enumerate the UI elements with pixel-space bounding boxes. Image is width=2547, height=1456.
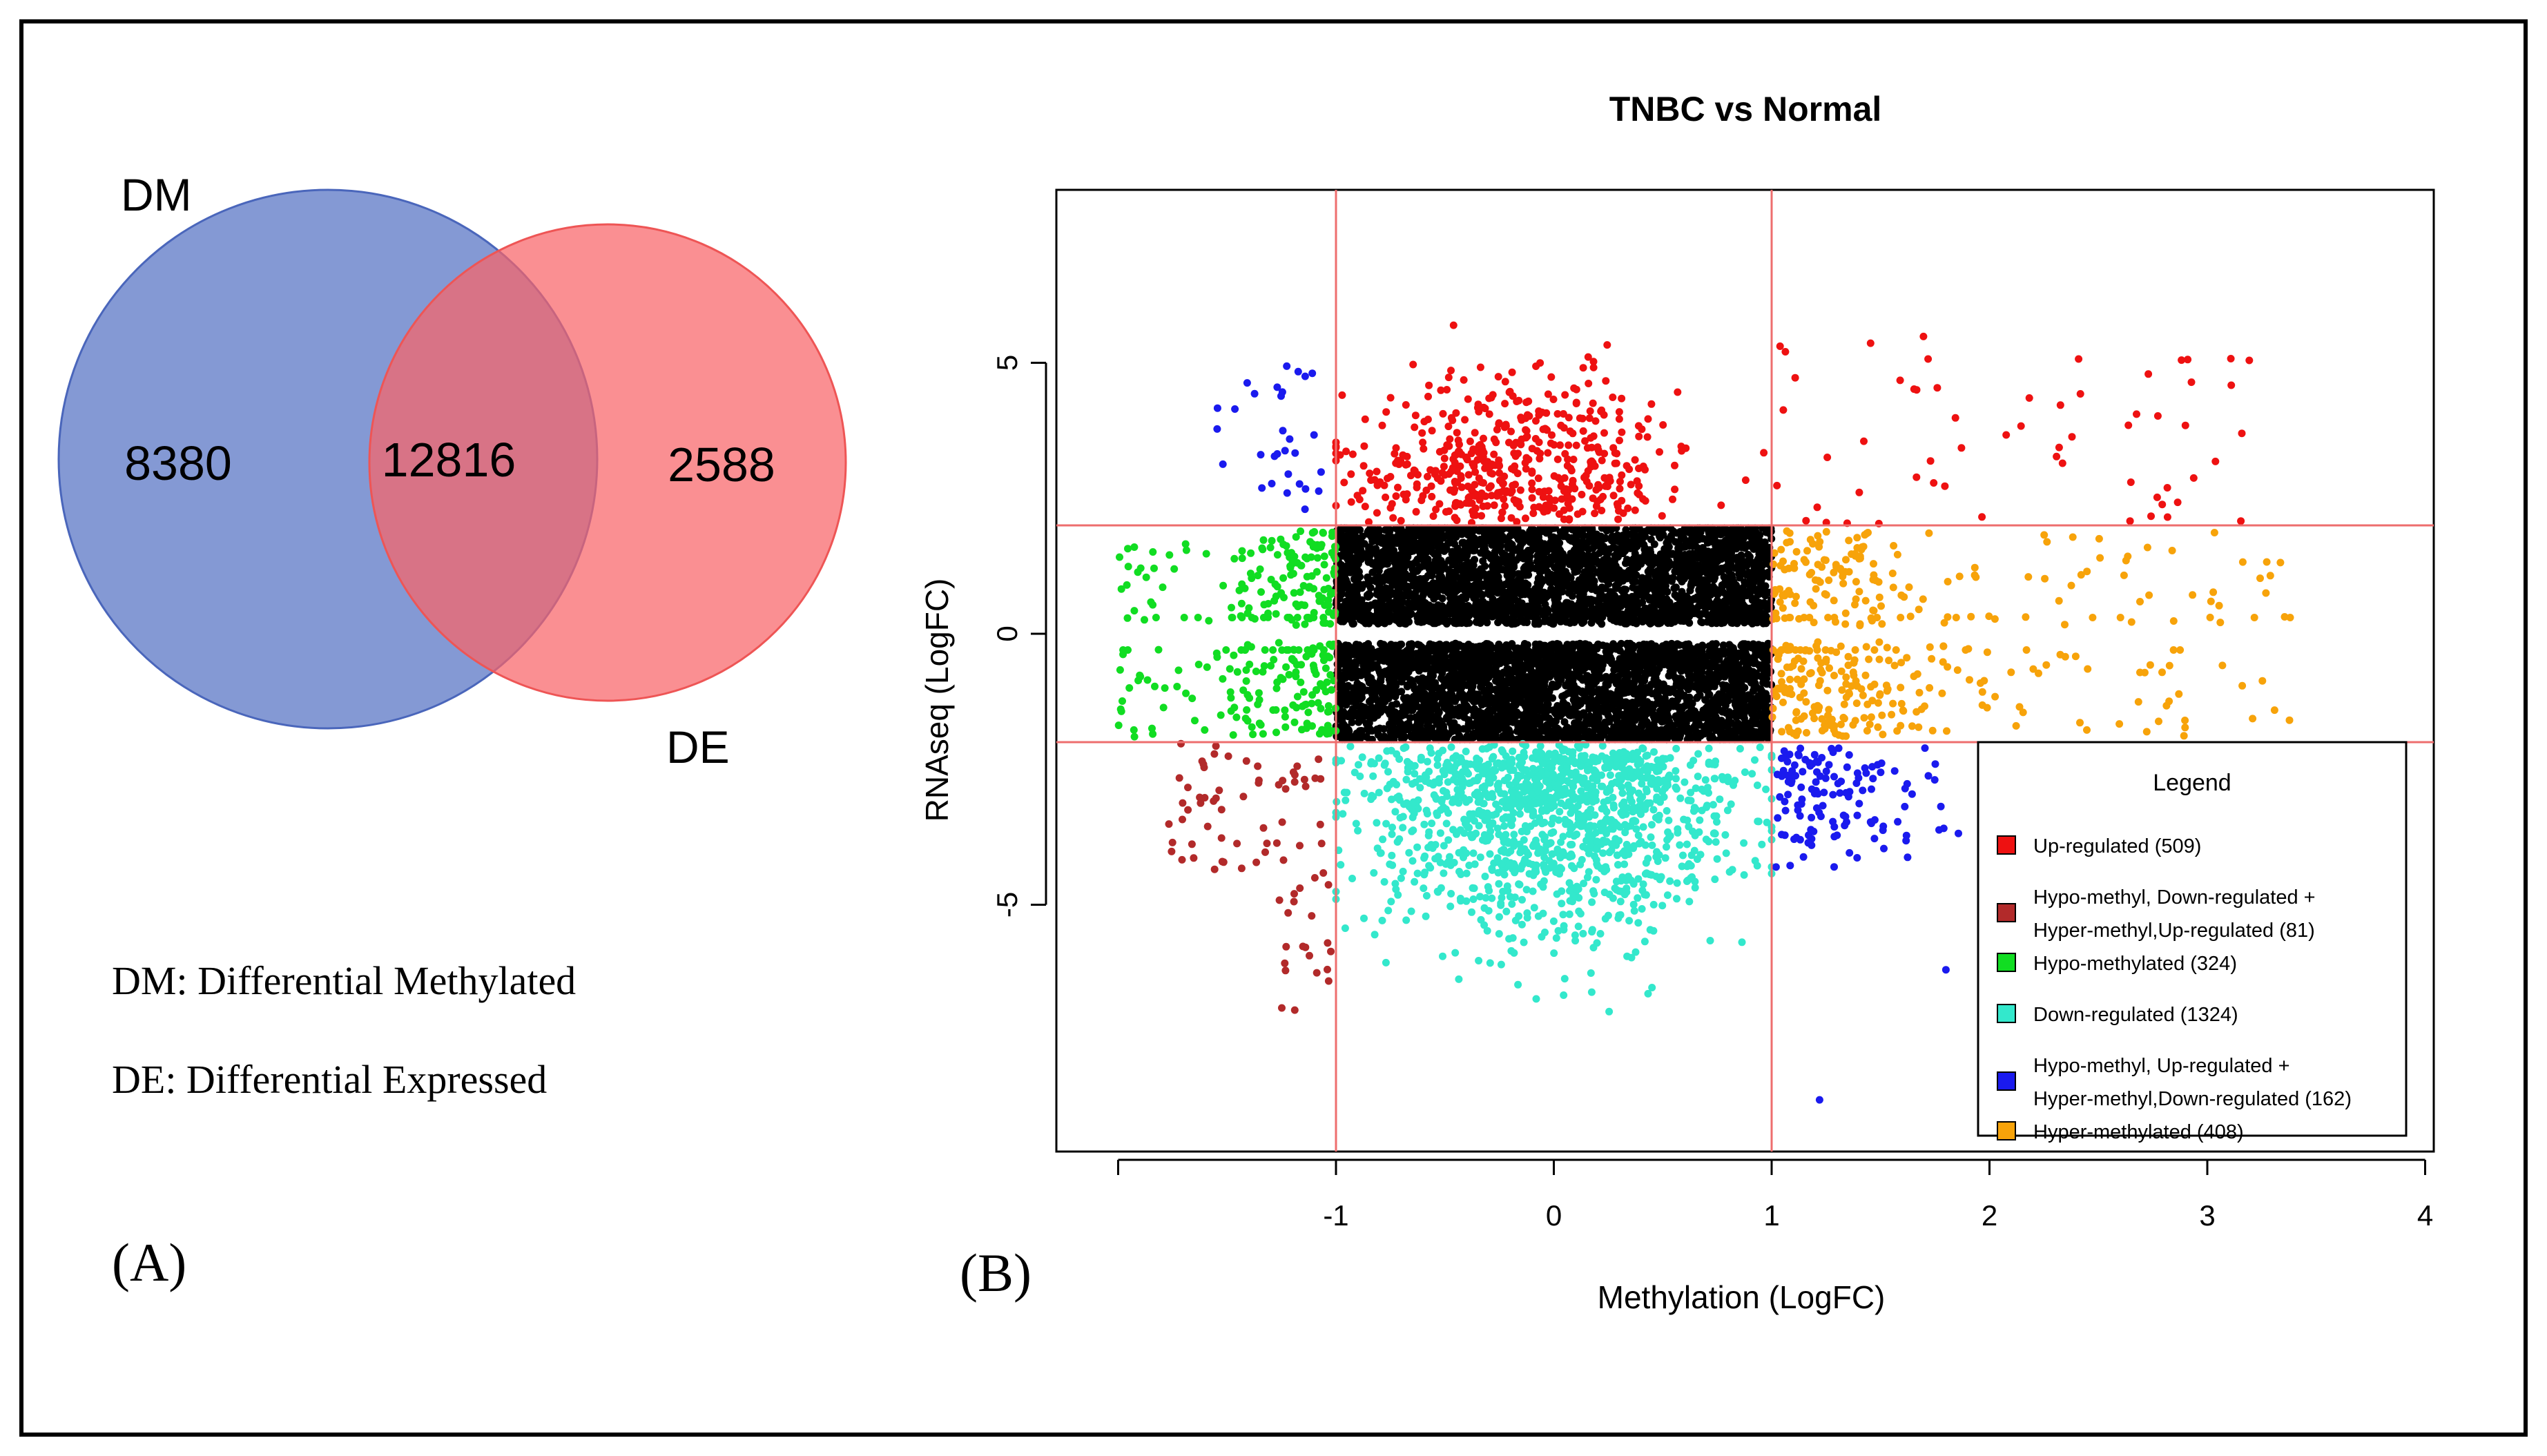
figure-frame [19,19,2528,1437]
point-not-significant [1563,690,1571,697]
point-not-significant [1631,577,1640,585]
point-not-significant [1641,544,1649,552]
point-not-significant [1697,618,1705,626]
point-not-significant [1587,619,1596,627]
point-not-significant [1541,607,1549,615]
definition-de: DE: Differential Expressed [112,1057,547,1102]
point-not-significant [1595,668,1603,677]
point-not-significant [1428,731,1436,739]
point-not-significant [1725,713,1734,721]
point-not-significant [1703,611,1712,619]
point-not-significant [1617,639,1625,648]
venn-count-dm: 8380 [124,436,232,490]
venn-label-dm: DM [121,169,192,220]
point-not-significant [1492,677,1500,685]
point-not-significant [1501,683,1509,692]
plot-frame [1055,188,2435,1153]
scatter-points [1114,321,2294,1104]
point-not-significant [1438,594,1446,603]
point-not-significant [1504,666,1512,674]
point-not-significant [1391,692,1400,701]
point-not-significant [1585,532,1593,540]
point-not-significant [1366,591,1374,599]
point-not-significant [1751,657,1759,666]
point-not-significant [1513,610,1521,618]
point-not-significant [1545,715,1553,722]
point-not-significant [1762,545,1770,553]
point-not-significant [1667,577,1676,585]
point-not-significant [1353,570,1362,579]
point-not-significant [1351,658,1359,666]
point-not-significant [1500,617,1509,625]
point-not-significant [1396,590,1404,598]
point-not-significant [1366,697,1373,706]
point-not-significant [1665,599,1674,606]
definition-dm: DM: Differential Methylated [112,958,576,1003]
point-not-significant [1460,667,1468,675]
venn-count-de: 2588 [668,438,775,492]
point-not-significant [1342,661,1350,669]
point-not-significant [1750,526,1758,534]
point-not-significant [1466,719,1475,728]
point-not-significant [1452,533,1460,541]
venn-count-overlap: 12816 [382,433,516,487]
point-not-significant [1608,703,1616,711]
point-not-significant [1537,662,1545,670]
point-not-significant [1567,711,1575,719]
point-not-significant [1689,652,1698,661]
point-not-significant [1417,563,1425,571]
point-not-significant [1684,526,1692,534]
chart-title: TNBC vs Normal [1609,90,1882,128]
point-not-significant [1604,549,1612,557]
point-not-significant [1719,641,1727,650]
panel-label-a: (A) [112,1232,186,1292]
venn-circle-de [368,223,847,702]
point-not-significant [1552,717,1560,725]
venn-label-de: DE [666,721,730,773]
point-not-significant [1506,532,1514,540]
venn-diagram: DM DE 8380 12816 2588 [57,169,847,773]
point-not-significant [1672,583,1680,592]
point-not-significant [1467,666,1475,674]
point-not-significant [1724,536,1732,544]
point-not-significant [1393,700,1401,708]
point-not-significant [1619,550,1627,558]
point-not-significant [1731,727,1739,735]
point-not-significant [1408,698,1416,706]
